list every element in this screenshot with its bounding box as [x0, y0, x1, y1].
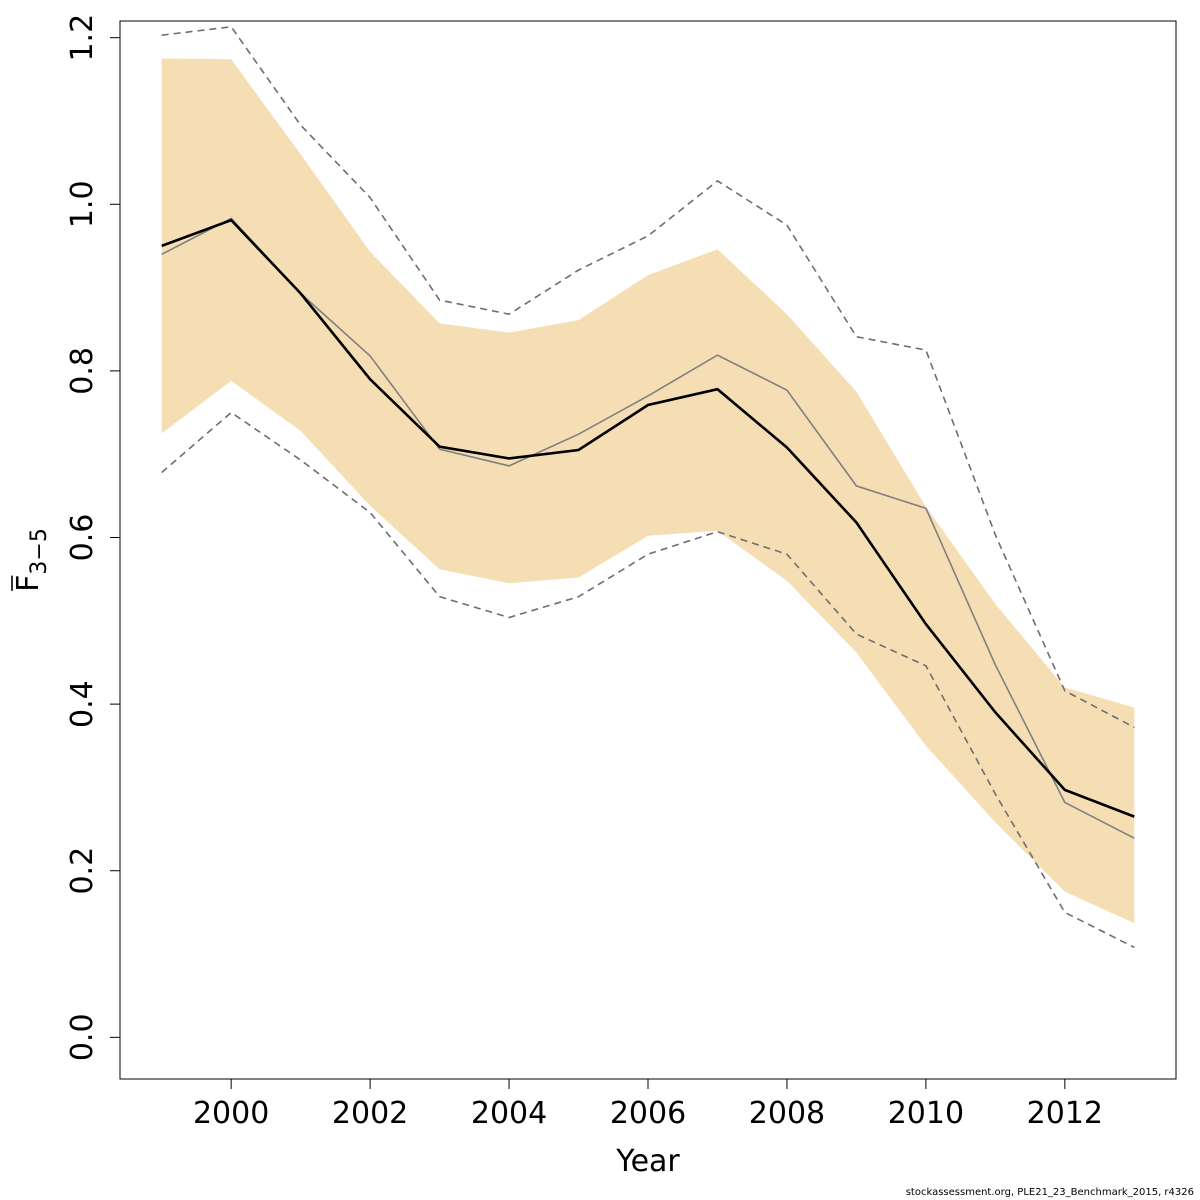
- y-axis: 0.0 0.2 0.4 0.6 0.8 1.0 1.2: [65, 14, 120, 1061]
- confidence-band-layer: [161, 58, 1135, 924]
- y-tick-label: 0.2: [65, 847, 100, 895]
- x-tick-label: 2010: [888, 1096, 964, 1131]
- y-axis-title-main: F: [11, 575, 46, 592]
- y-axis-title: F3−5: [11, 528, 52, 592]
- x-tick-label: 2008: [749, 1096, 825, 1131]
- x-axis: 2000 2002 2004 2006 2008 2010 2012: [193, 1079, 1103, 1131]
- x-tick-label: 2000: [193, 1096, 269, 1131]
- y-axis-title-subscript: 3−5: [27, 528, 52, 574]
- lower-bound-dashed-line: [161, 411, 1135, 949]
- series-layer: [161, 25, 1135, 949]
- x-tick-label: 2006: [610, 1096, 686, 1131]
- y-tick-label: 0.0: [65, 1013, 100, 1061]
- grey-series-line: [161, 217, 1135, 839]
- x-tick-label: 2004: [471, 1096, 547, 1131]
- x-tick-label: 2012: [1027, 1096, 1103, 1131]
- x-axis-title: Year: [615, 1144, 680, 1179]
- y-tick-label: 1.2: [65, 14, 100, 62]
- x-tick-label: 2002: [332, 1096, 408, 1131]
- y-tick-label: 1.0: [65, 180, 100, 228]
- y-tick-label: 0.8: [65, 347, 100, 395]
- estimate-line: [161, 218, 1135, 818]
- svg-text:F3−5: F3−5: [11, 528, 52, 592]
- footer-credit: stockassessment.org, PLE21_23_Benchmark_…: [905, 1187, 1194, 1198]
- y-tick-label: 0.4: [65, 680, 100, 728]
- confidence-band: [161, 58, 1135, 924]
- y-tick-label: 0.6: [65, 514, 100, 562]
